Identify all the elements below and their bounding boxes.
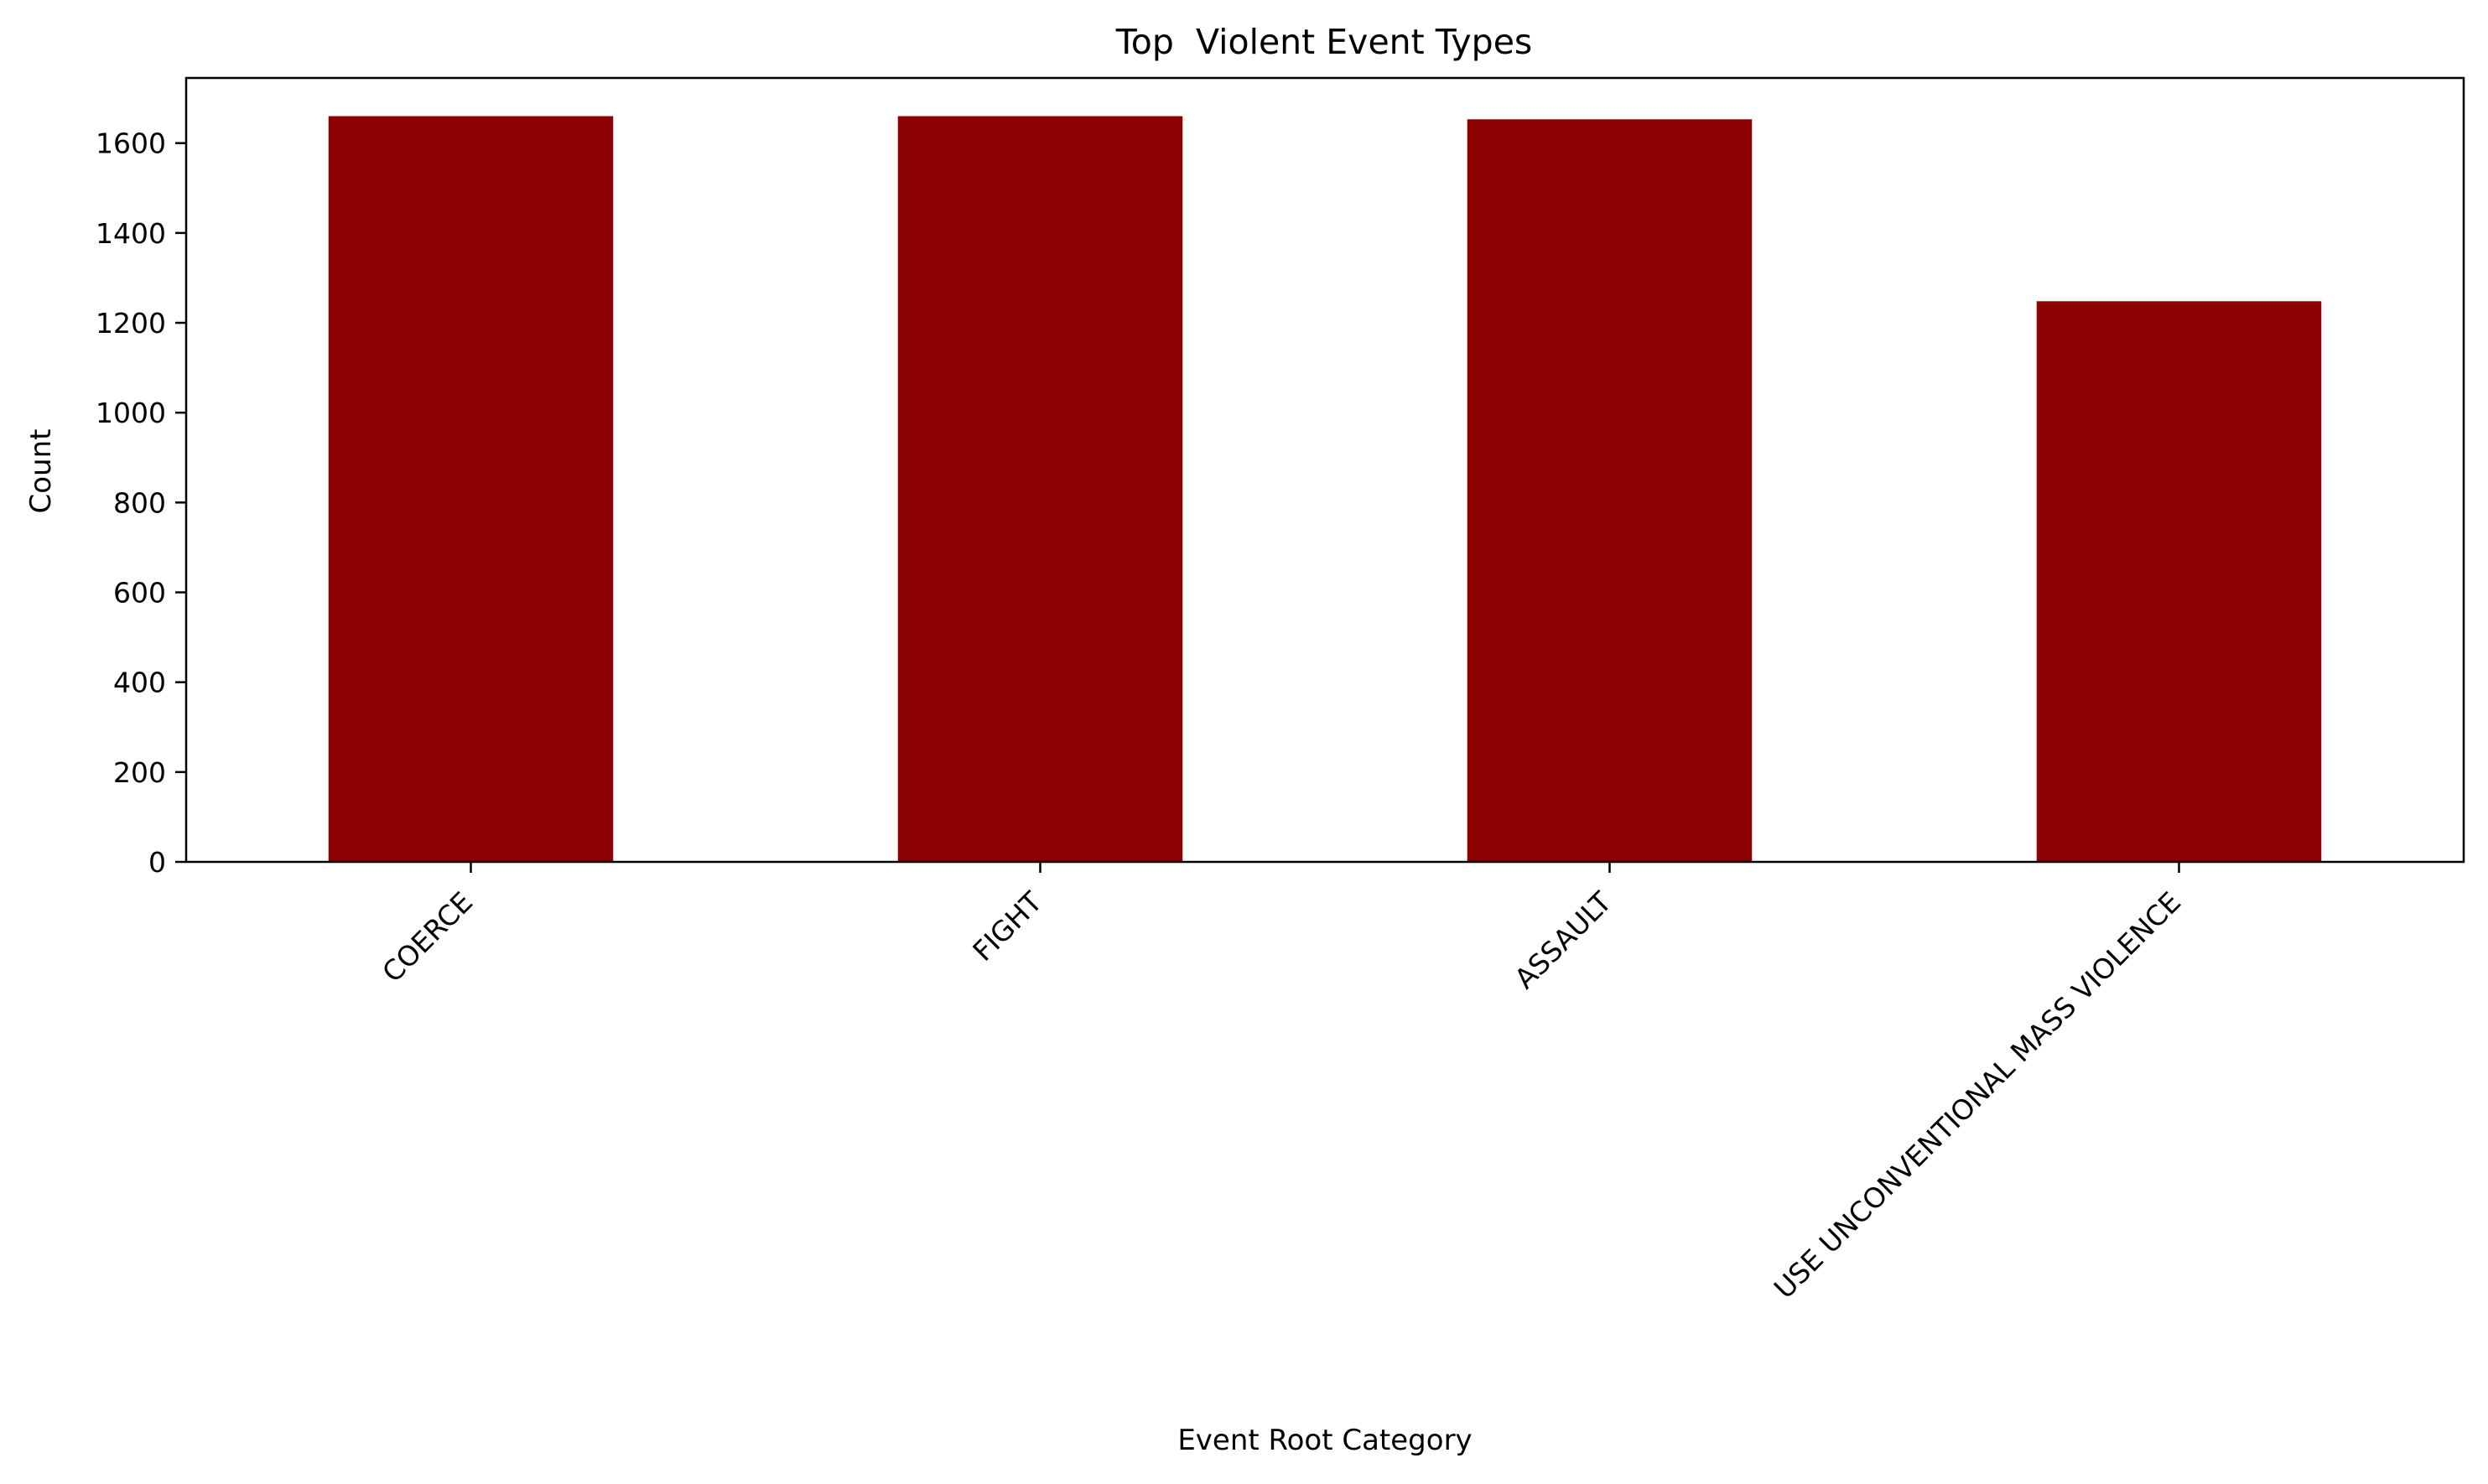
bar-coerce [328,116,614,862]
y-tick-label: 800 [113,486,166,519]
y-tick-label: 600 [113,577,166,610]
chart-title: Top Violent Event Types [1115,22,1533,62]
x-axis-label: Event Root Category [1177,1424,1472,1457]
bar-fight [897,116,1183,862]
y-tick-label: 1200 [96,307,166,340]
bars-group [328,116,2322,862]
y-tick-label: 1400 [96,217,166,250]
x-axis: COERCE FIGHT ASSAULT USE UNCONVENTIONAL MAS… [376,862,2187,1305]
bar-use-unconventional-mass-violence [2036,301,2322,862]
bar-assault [1467,119,1753,862]
plot-frame [184,76,2465,864]
y-axis-label: Count [24,429,58,514]
y-axis: 0 200 400 600 800 1000 1200 1400 1600 [96,127,186,879]
x-tick-label: ASSAULT [1508,885,1618,994]
y-tick-label: 0 [148,846,166,879]
y-tick-label: 200 [113,756,166,789]
x-tick-label: FIGHT [966,885,1048,967]
y-tick-label: 1600 [96,127,166,160]
y-tick-label: 400 [113,667,166,699]
x-tick-label: USE UNCONVENTIONAL MASS VIOLENCE [1768,885,2187,1305]
y-tick-label: 1000 [96,397,166,429]
x-tick-label: COERCE [376,885,479,988]
